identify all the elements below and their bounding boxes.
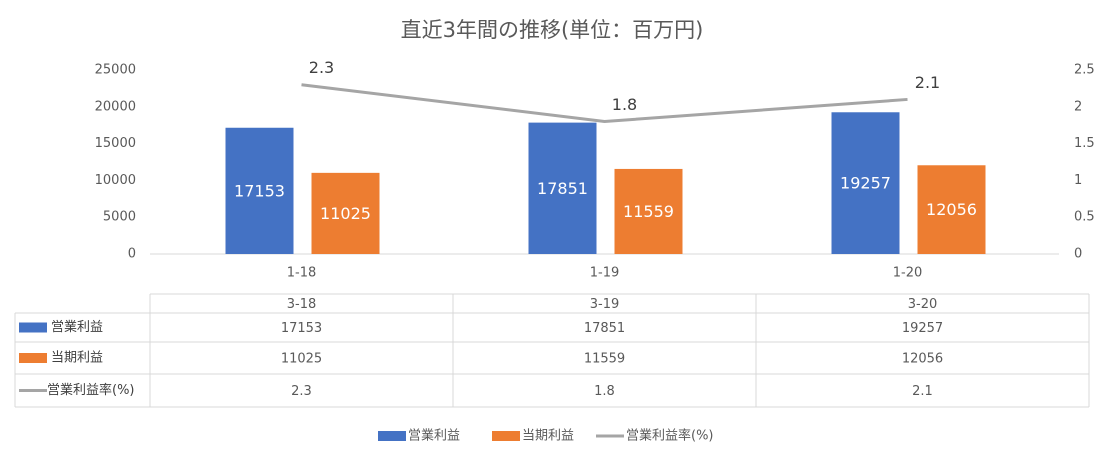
y2-tick-label: 1.5 [1074, 136, 1095, 151]
x-tick-label: 1-18 [287, 266, 317, 281]
line-label: 2.1 [915, 73, 940, 92]
table-cell: 1.8 [594, 384, 615, 399]
legend-label: 営業利益率(%) [626, 428, 714, 444]
bar [225, 127, 294, 254]
y-tick-label: 15000 [95, 136, 136, 151]
legend-label: 当期利益 [522, 429, 574, 444]
bar [917, 165, 986, 254]
legend-key [19, 353, 47, 363]
bar [831, 112, 900, 254]
legend-key [492, 431, 520, 441]
y2-tick-label: 2 [1074, 99, 1082, 114]
line-label: 2.3 [309, 58, 334, 77]
table-cell: 12056 [902, 352, 943, 367]
y-tick-label: 20000 [95, 99, 136, 114]
chart-title: 直近3年間の推移(単位：百万円) [401, 18, 704, 42]
y-tick-label: 5000 [103, 210, 136, 225]
table-cell: 17153 [281, 321, 322, 336]
x-tick-label: 1-20 [893, 266, 923, 281]
table-cell: 17851 [584, 321, 625, 336]
y2-tick-label: 0 [1074, 247, 1082, 262]
y2-tick-label: 2.5 [1074, 63, 1095, 78]
line-label: 1.8 [612, 95, 637, 114]
line-series [301, 83, 908, 124]
legend-label: 営業利益 [408, 428, 460, 444]
table-cell: 2.3 [291, 384, 312, 399]
table-cell: 19257 [902, 321, 943, 336]
bar-label: 17851 [537, 179, 588, 198]
table-header: 3-19 [590, 297, 620, 312]
legend-key [378, 431, 406, 441]
bar-label: 11559 [623, 202, 674, 221]
bar-label: 19257 [840, 174, 891, 193]
bar-label: 17153 [234, 181, 285, 200]
table-cell: 2.1 [912, 384, 933, 399]
y-tick-label: 0 [128, 247, 136, 262]
table-header: 3-20 [908, 297, 938, 312]
y2-tick-label: 0.5 [1074, 210, 1095, 225]
bar [311, 172, 380, 254]
bar [528, 122, 597, 254]
legend-key [19, 322, 47, 333]
table-header: 3-18 [287, 297, 317, 312]
bar-label: 12056 [926, 200, 977, 219]
x-tick-label: 1-19 [590, 266, 620, 281]
y2-tick-label: 1 [1074, 173, 1082, 188]
table-row-label: 当期利益 [51, 351, 103, 366]
table-cell: 11559 [584, 352, 625, 367]
table-row-label: 営業利益率(%) [47, 382, 135, 398]
table-row-label: 営業利益 [51, 319, 103, 335]
y-tick-label: 25000 [95, 63, 136, 78]
y-tick-label: 10000 [95, 173, 136, 188]
table-cell: 11025 [281, 352, 322, 367]
bar-label: 11025 [320, 204, 371, 223]
bar [614, 168, 683, 254]
